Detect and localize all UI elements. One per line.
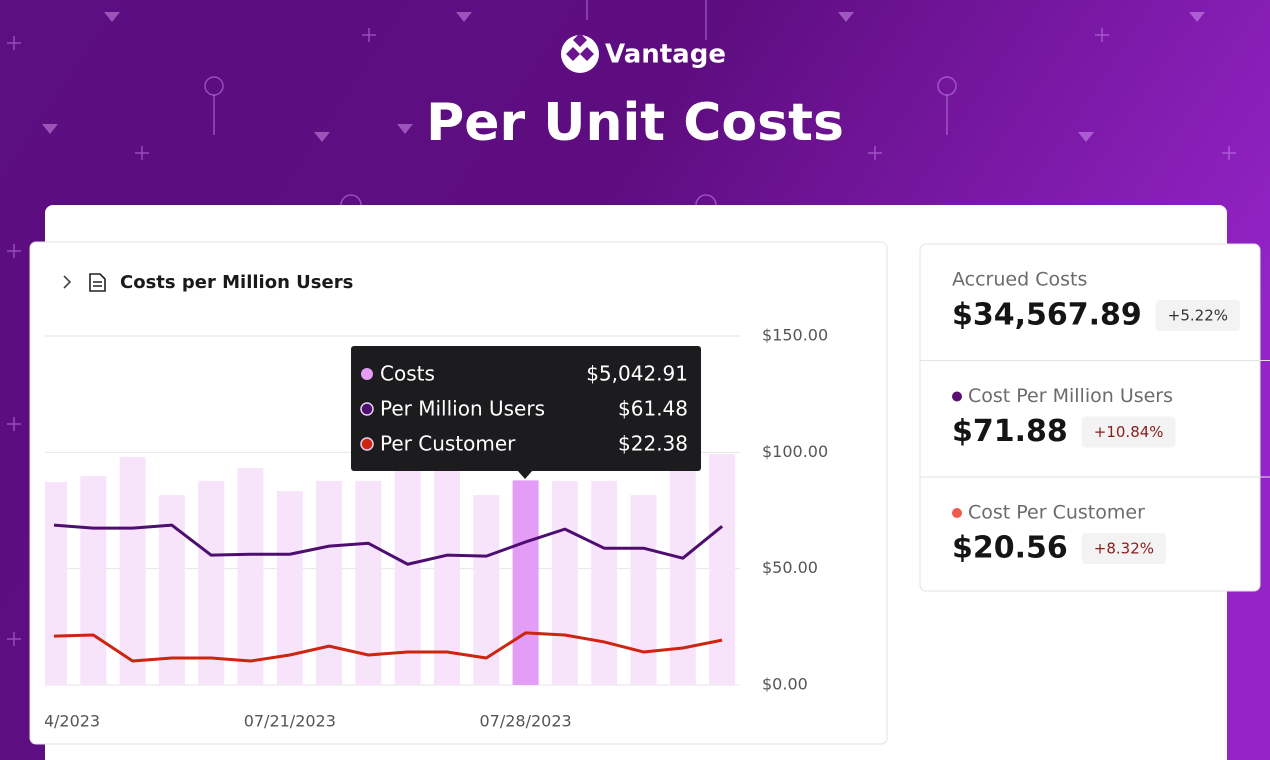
bar <box>394 469 421 685</box>
tooltip: Costs $5,042.91 Per Million Users $61.48 Per… <box>351 346 701 479</box>
bar <box>709 454 736 685</box>
change-badge <box>1155 300 1241 331</box>
x-tick-label: 07/14/2023 <box>8 712 100 731</box>
legend-label: Per Million Users <box>380 397 545 421</box>
legend-label: Costs <box>380 362 435 386</box>
y-tick-label: $100.00 <box>762 442 828 461</box>
bar <box>669 469 696 685</box>
card-value: $71.88 <box>952 414 1068 449</box>
legend-dot <box>360 437 374 451</box>
card-dot <box>952 508 962 518</box>
bar <box>45 482 67 685</box>
change-value: +5.22% <box>1168 307 1228 325</box>
tooltip-box <box>351 346 701 471</box>
bar <box>316 480 343 685</box>
x-tick-label: 07/21/2023 <box>244 712 336 731</box>
brand: Vantage <box>605 40 726 70</box>
x-tick-label: 07/28/2023 <box>479 712 571 731</box>
bar <box>591 480 618 685</box>
card-dot <box>952 391 962 402</box>
logo-diamonds <box>566 33 594 61</box>
tooltip-pointer <box>517 470 533 479</box>
card-label: Cost Per Million Users <box>968 385 1173 407</box>
tooltip-value: $22.38 <box>618 432 688 456</box>
bar <box>434 469 460 685</box>
change-value: +10.84% <box>1094 423 1164 441</box>
doc-icon <box>89 273 106 292</box>
plot: 07/14/2023 07/21/2023 07/28/2023 <box>8 335 740 731</box>
bar <box>237 467 264 685</box>
y-tick-label: $150.00 <box>762 326 828 345</box>
card-label: Accrued Costs <box>952 269 1087 291</box>
axes: $0.00 $50.00 $100.00 $150.00 <box>762 326 828 694</box>
logo: Vantage <box>561 33 726 73</box>
expand-chevron[interactable] <box>63 275 72 289</box>
card-value: $20.56 <box>952 531 1068 566</box>
line <box>53 523 724 566</box>
legend-dot <box>360 402 374 416</box>
legend-dot <box>361 368 373 380</box>
bar <box>551 480 578 685</box>
bar <box>355 480 382 685</box>
bar <box>80 476 107 685</box>
legend-label: Per Customer <box>380 432 516 456</box>
bar <box>630 495 657 685</box>
y-tick-label: $50.00 <box>762 558 818 577</box>
change-badge <box>1081 416 1176 448</box>
chart-title: Costs per Million Users <box>120 272 353 293</box>
card-label: Cost Per Customer <box>968 502 1145 524</box>
y-tick-label: $0.00 <box>762 675 808 694</box>
line <box>53 631 723 663</box>
change-value: +8.32% <box>1094 540 1154 558</box>
bar <box>119 456 146 685</box>
card-value: $34,567.89 <box>952 298 1142 333</box>
change-badge <box>1081 533 1167 564</box>
bar <box>198 480 225 685</box>
tooltip-value: $5,042.91 <box>586 362 688 386</box>
tooltip-value: $61.48 <box>618 397 688 421</box>
page-title: Per Unit Costs <box>426 93 844 153</box>
stat-cards: Accrued Costs $34,567.89 +5.22% Cost Per Mi… <box>919 243 1270 592</box>
bar <box>512 480 539 685</box>
